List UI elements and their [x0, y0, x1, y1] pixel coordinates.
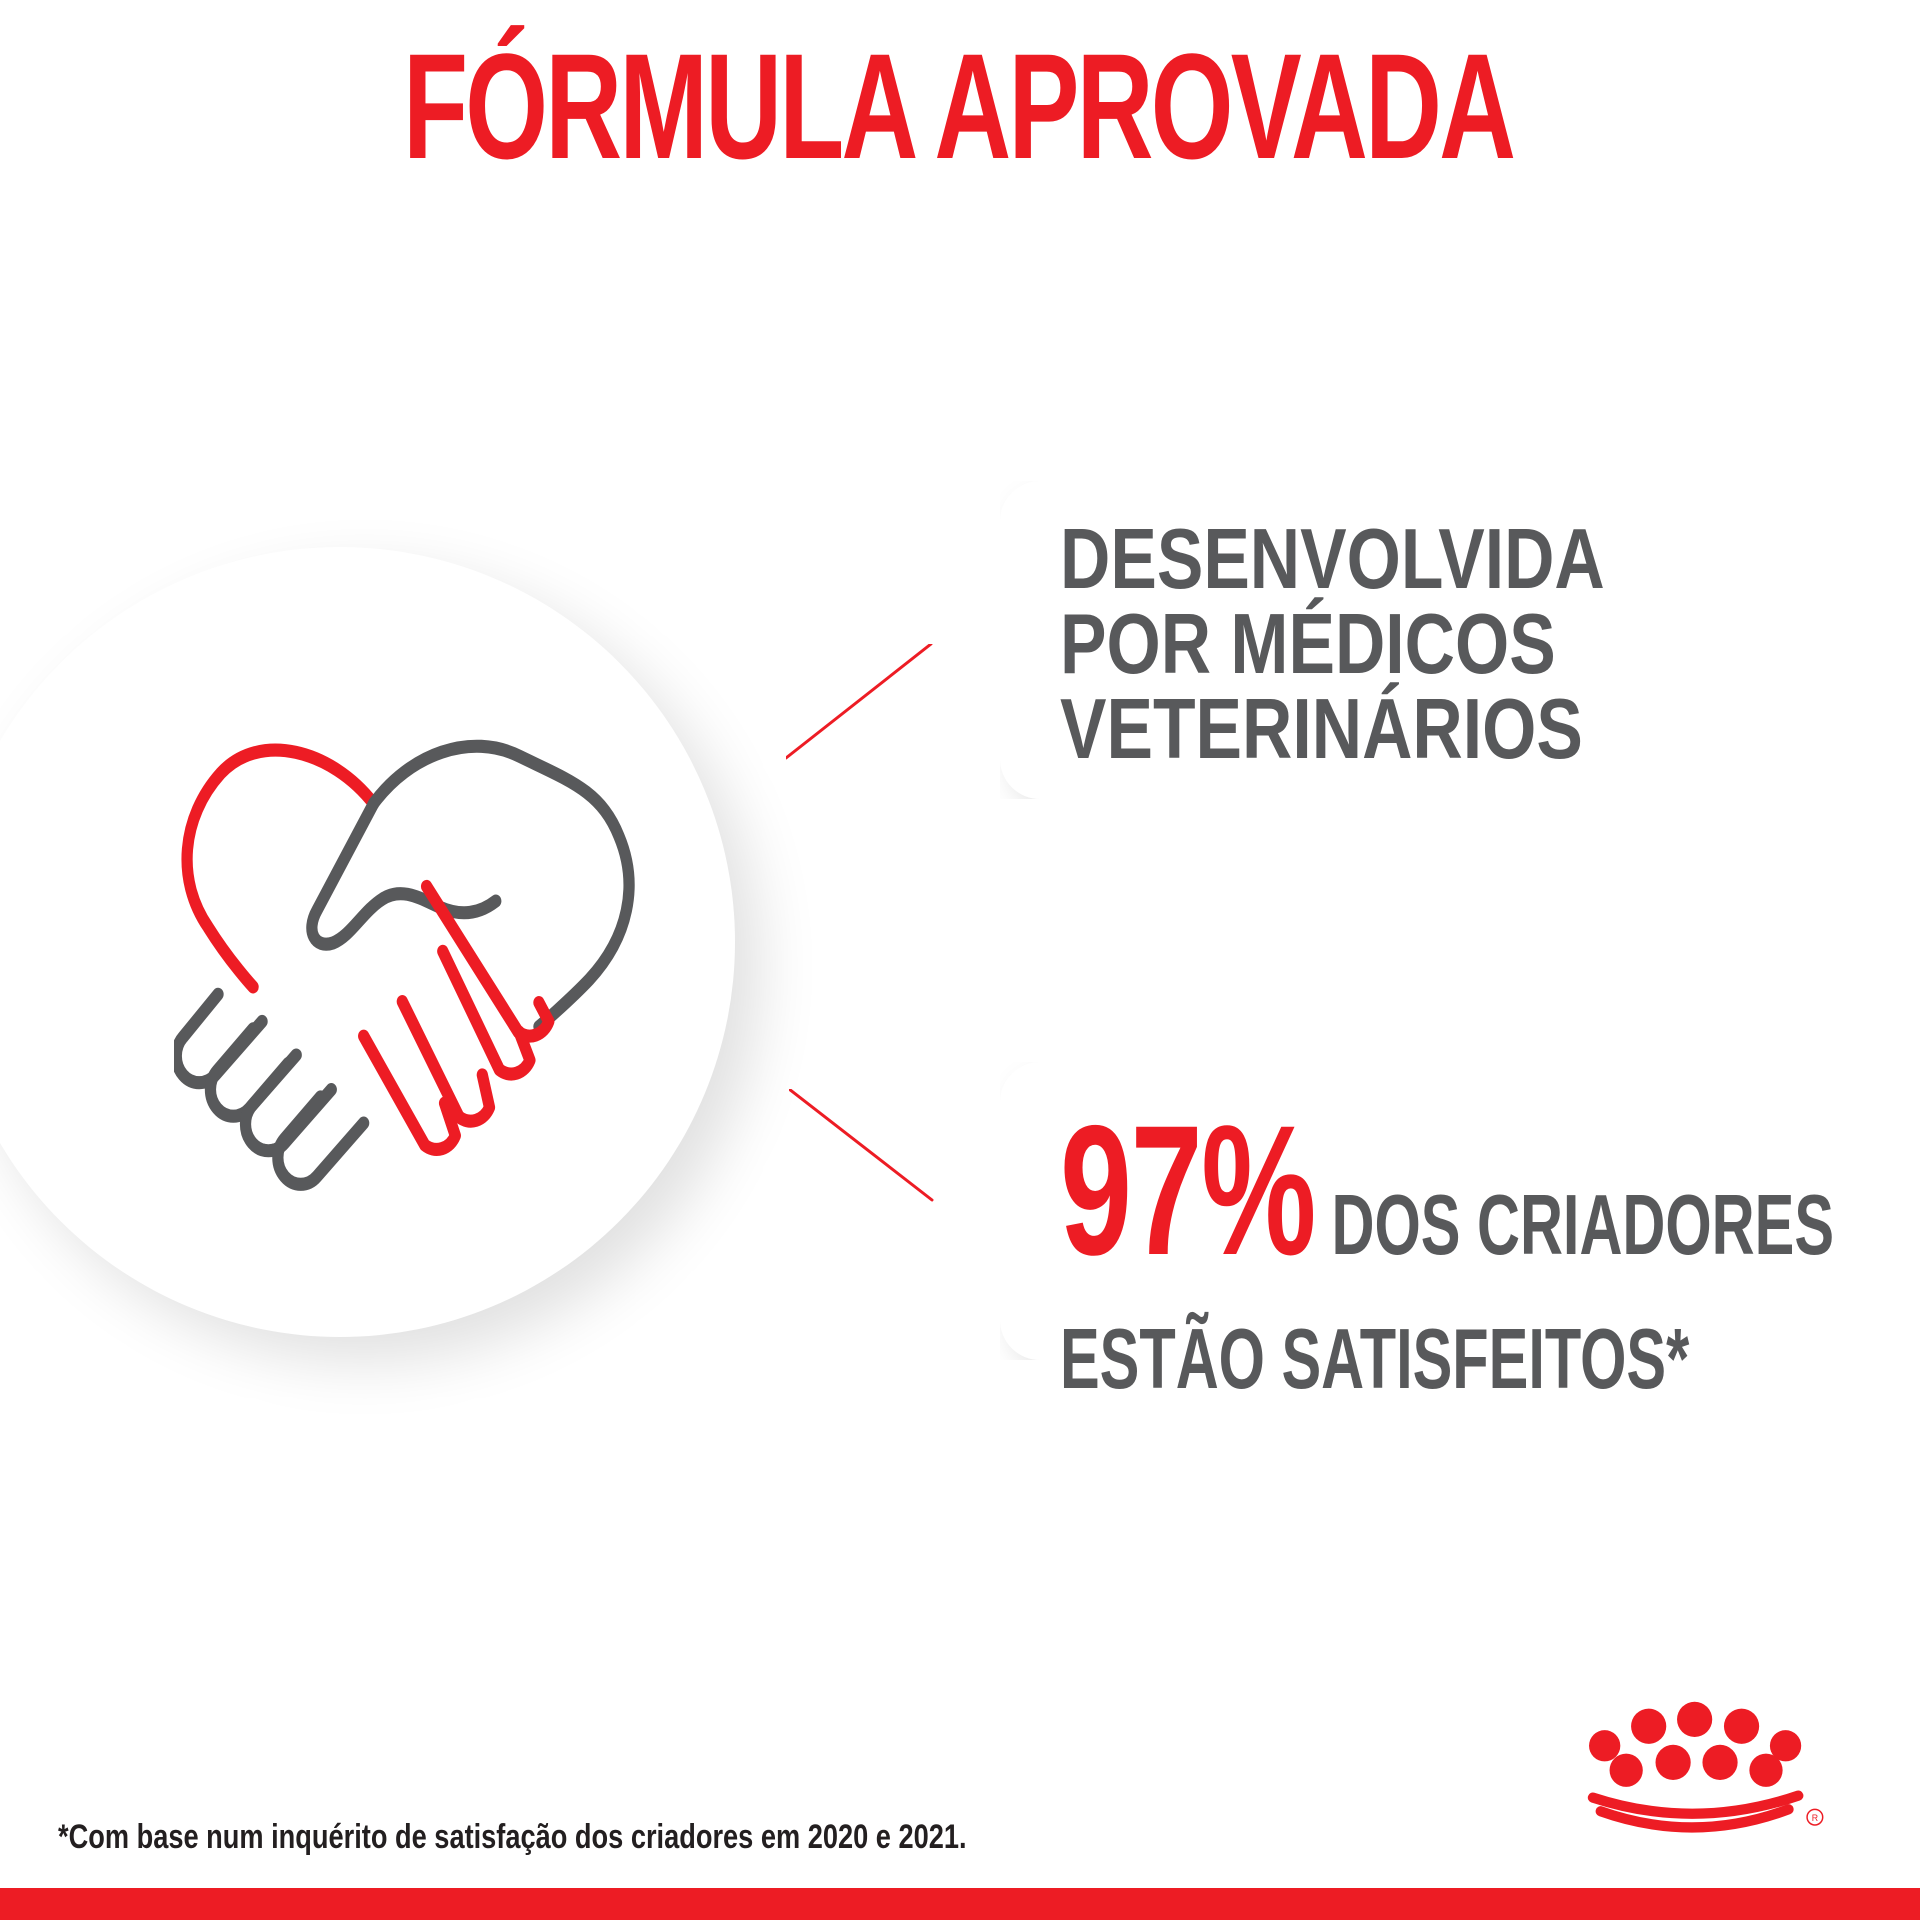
svg-text:R: R	[1812, 1813, 1818, 1823]
